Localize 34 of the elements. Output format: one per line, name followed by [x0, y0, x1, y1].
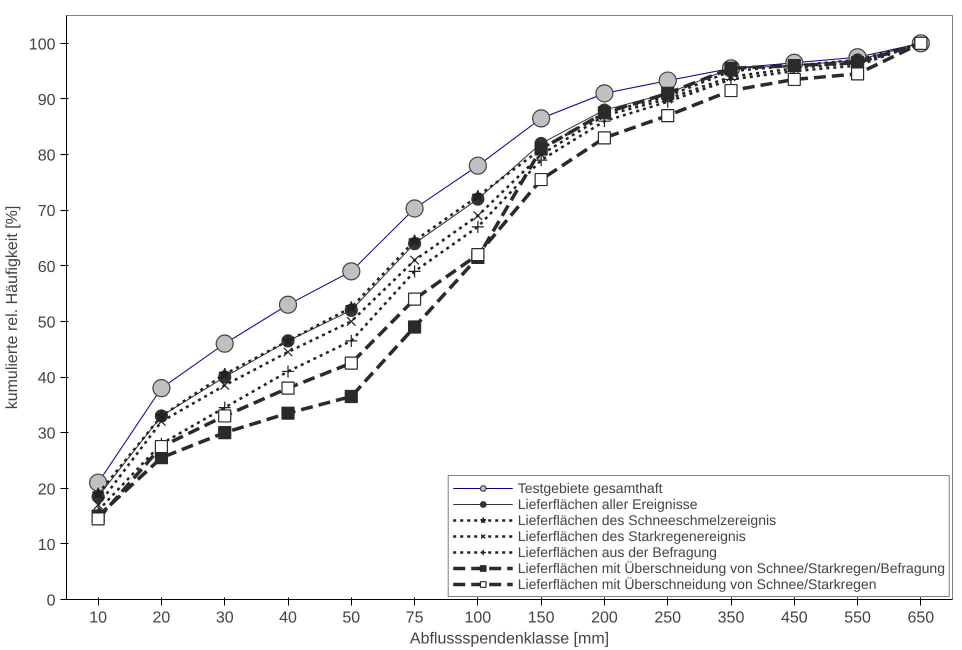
legend-label: Lieferflächen mit Überschneidung von Schnee/Starkregen/Befragung: [518, 560, 945, 576]
legend-label: Lieferflächen mit Überschneidung von Schnee/Starkregen: [518, 576, 876, 592]
y-tick-label: 60: [38, 258, 56, 276]
legend-label: Lieferflächen des Schneeschmelzereignis: [518, 512, 776, 528]
x-tick-label: 250: [654, 610, 682, 626]
x-tick-label: 650: [908, 610, 934, 626]
x-tick-label: 10: [89, 610, 108, 626]
y-tick-label: 90: [38, 92, 56, 109]
y-tick-label: 10: [38, 536, 56, 554]
y-tick-label: 80: [38, 148, 56, 165]
x-tick-label: 550: [844, 610, 872, 626]
y-axis-title: kumulierte rel. Häufigkeit [%]: [4, 206, 21, 410]
x-axis-title: Abflussspendenklasse [mm]: [410, 630, 610, 648]
x-tick-label: 200: [591, 610, 618, 626]
y-tick-label: 50: [38, 314, 56, 332]
y-tick-label: 0: [46, 592, 56, 610]
legend-label: Lieferflächen des Starkregenereignis: [518, 528, 746, 544]
x-tick-label: 450: [780, 610, 808, 626]
x-tick-label: 30: [216, 610, 234, 626]
x-tick-label: 100: [464, 610, 492, 626]
legend-label: Testgebiete gesamthaft: [518, 480, 662, 496]
y-tick-label: 70: [38, 203, 56, 220]
legend-label: Lieferflächen aller Ereignisse: [518, 496, 698, 512]
x-tick-label: 75: [406, 610, 424, 626]
y-tick-label: 20: [38, 481, 56, 498]
y-tick-label: 40: [38, 370, 56, 388]
x-tick-label: 150: [528, 610, 555, 626]
legend-label: Lieferflächen aus der Befragung: [518, 544, 717, 560]
x-tick-label: 350: [718, 610, 744, 626]
x-tick-label: 40: [279, 610, 297, 626]
y-tick-label: 100: [28, 36, 56, 54]
x-tick-label: 20: [152, 610, 170, 626]
x-tick-label: 50: [342, 610, 360, 626]
y-tick-label: 30: [38, 426, 56, 443]
